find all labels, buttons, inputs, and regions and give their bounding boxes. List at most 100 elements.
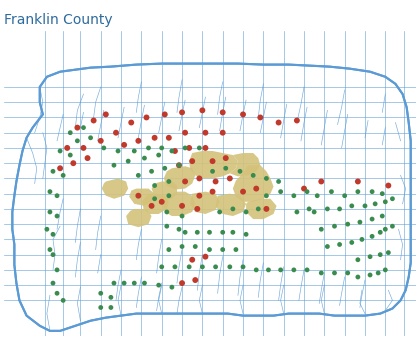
Point [151,135,158,141]
Point [97,291,104,296]
Polygon shape [189,151,238,178]
Point [294,209,300,215]
Point [385,183,392,188]
Point [182,145,189,151]
Polygon shape [163,192,195,216]
Point [223,155,229,161]
Point [163,209,170,215]
Point [189,257,196,262]
Point [349,203,355,209]
Point [54,291,60,296]
Point [382,199,389,204]
Point [255,206,262,212]
Point [145,145,152,151]
Point [240,189,247,194]
Point [186,264,192,270]
Point [178,213,185,219]
Point [253,267,260,273]
Point [70,161,77,166]
Point [74,138,81,144]
Point [165,247,172,252]
Point [176,163,182,168]
Point [216,209,223,215]
Point [354,274,361,280]
Point [178,280,185,286]
Point [57,148,63,154]
Point [60,298,66,303]
Point [369,216,375,222]
Point [219,229,226,235]
Point [182,179,189,184]
Point [206,247,213,252]
Point [115,148,121,154]
Point [372,201,378,206]
Point [379,213,386,219]
Point [60,173,66,178]
Point [349,240,355,245]
Point [240,264,247,270]
Point [172,148,178,154]
Point [318,270,325,276]
Point [44,226,50,232]
Point [354,257,361,262]
Point [178,110,185,115]
Polygon shape [102,178,128,199]
Polygon shape [215,194,246,216]
Point [199,264,206,270]
Point [209,168,216,174]
Point [263,193,270,199]
Point [178,203,185,209]
Point [359,237,365,242]
Point [155,152,162,158]
Point [54,267,60,273]
Point [131,280,138,286]
Point [192,244,199,249]
Point [344,222,351,227]
Point [324,206,331,212]
Point [158,145,165,151]
Point [57,166,63,171]
Polygon shape [230,153,260,176]
Polygon shape [12,63,411,331]
Point [50,232,56,237]
Point [178,244,185,249]
Point [367,254,373,259]
Point [377,229,383,235]
Point [236,168,243,174]
Point [47,209,53,215]
Point [189,158,196,164]
Point [84,155,91,161]
Point [301,186,307,191]
Point [202,130,209,135]
Point [389,223,396,229]
Polygon shape [126,209,152,227]
Point [155,282,162,288]
Point [331,223,338,229]
Point [121,142,128,147]
Point [375,270,381,276]
Point [212,264,219,270]
Point [165,193,172,199]
Point [141,280,148,286]
Point [306,206,312,212]
Point [263,176,270,181]
Point [229,229,236,235]
Text: Franklin County: Franklin County [4,13,113,27]
Point [125,158,131,164]
Point [161,112,168,117]
Point [97,305,104,310]
Point [369,234,375,239]
Point [186,145,192,151]
Point [102,112,109,117]
Point [226,176,233,181]
Point [314,193,320,199]
Point [253,186,260,191]
Point [233,247,239,252]
Point [379,191,386,197]
Polygon shape [233,165,273,202]
Point [265,267,272,273]
Point [304,267,310,273]
Point [243,209,249,215]
Point [199,108,206,113]
Point [357,220,363,225]
